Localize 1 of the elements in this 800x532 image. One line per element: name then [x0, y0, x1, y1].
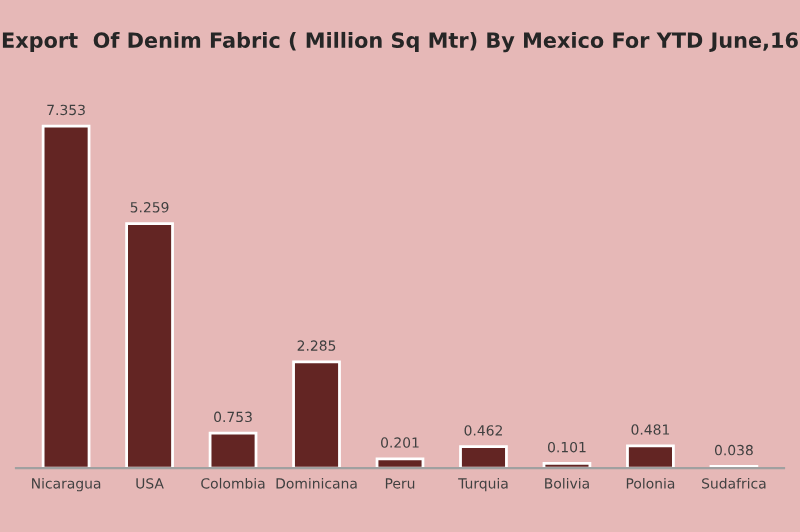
chart-title: Export Of Denim Fabric ( Million Sq Mtr) By Mexico For YTD June,16	[2, 31, 798, 53]
